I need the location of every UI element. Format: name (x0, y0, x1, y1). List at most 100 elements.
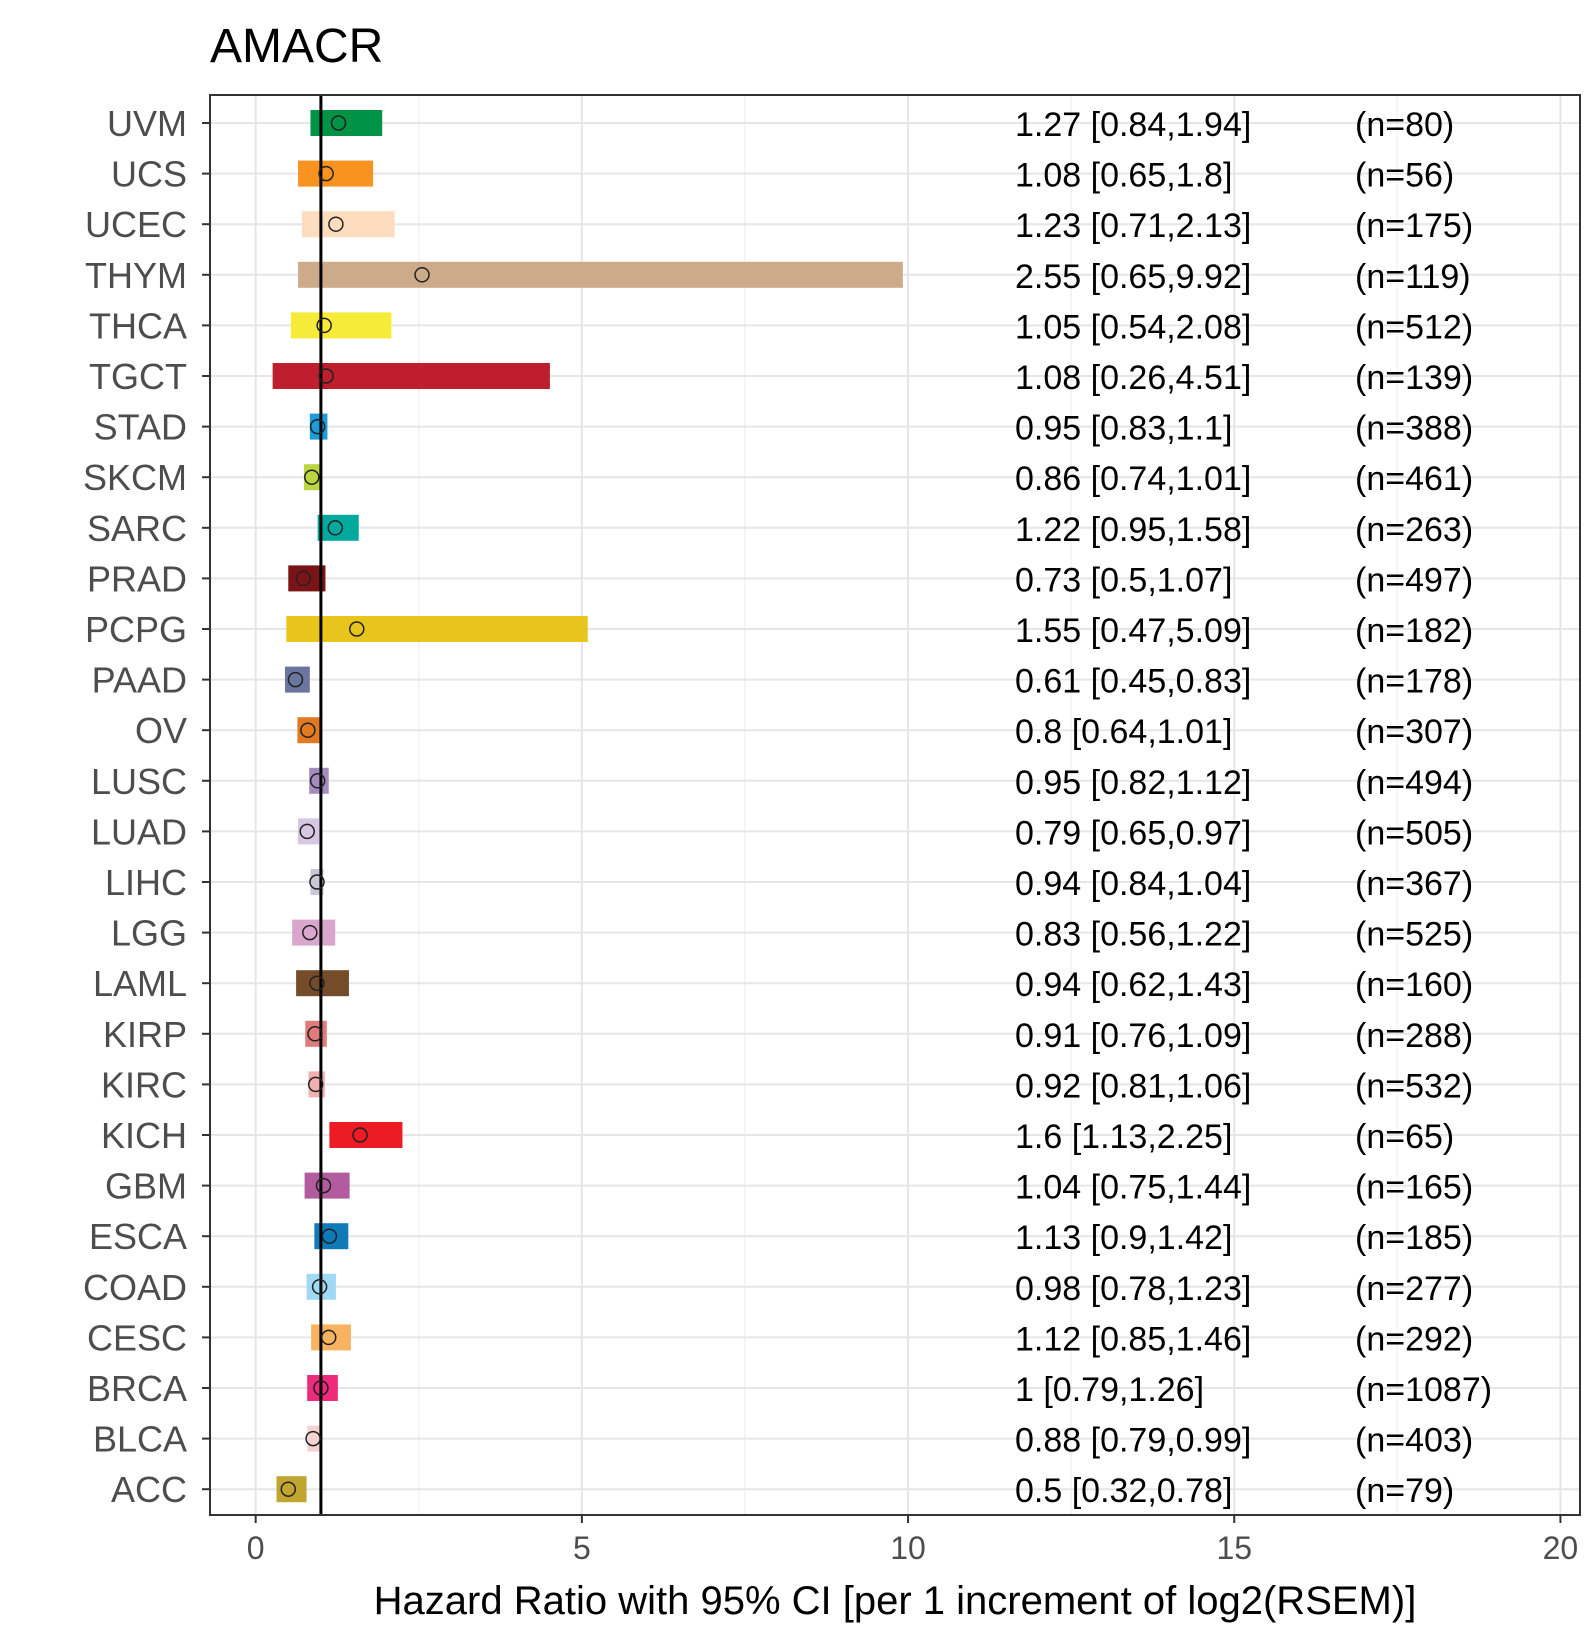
hr-point-kirp (307, 1026, 323, 1042)
y-tick-label: BRCA (87, 1368, 187, 1409)
hr-point-brca (313, 1380, 329, 1396)
ci-bar-prad (288, 565, 326, 592)
hr-points (280, 115, 430, 1497)
n-label: (n=160) (1355, 966, 1473, 1004)
ci-bar-sarc (317, 514, 359, 541)
hr-point-coad (311, 1279, 328, 1295)
y-tick-label: ESCA (89, 1216, 187, 1257)
n-label: (n=388) (1355, 410, 1473, 448)
n-label: (n=178) (1355, 663, 1473, 701)
hr-point-sarc (327, 520, 344, 536)
x-tick-label: 10 (890, 1530, 926, 1566)
hr-point-kirc (307, 1076, 324, 1093)
hr-point-thca (316, 317, 332, 334)
hr-point-kich (352, 1127, 368, 1143)
n-label: (n=461) (1355, 460, 1473, 498)
hr-point-lgg (302, 924, 318, 941)
ci-bar-ucs (298, 160, 374, 187)
n-label: (n=139) (1355, 359, 1473, 397)
hr-point-laml (309, 975, 325, 991)
y-tick-label: PCPG (85, 609, 187, 650)
y-tick-label: ACC (111, 1469, 187, 1510)
n-label: (n=119) (1355, 258, 1471, 296)
y-tick-label: UVM (107, 103, 187, 144)
y-tick-label: LUAD (91, 811, 187, 852)
n-label: (n=292) (1355, 1320, 1473, 1358)
n-label: (n=175) (1355, 207, 1473, 245)
y-tick-label: THYM (85, 255, 187, 296)
hr-ci-label: 1.27 [0.84,1.94] (1015, 106, 1251, 144)
hr-ci-label: 0.61 [0.45,0.83] (1015, 663, 1251, 701)
ci-bar-pcpg (286, 616, 588, 642)
hr-ci-label: 2.55 [0.65,9.92] (1015, 258, 1251, 296)
annotations: 1.27 [0.84,1.94] (n=80) 1.08 [0.65,1.8] (n=… (1015, 106, 1492, 1510)
hr-ci-label: 1.05 [0.54,2.08] (1015, 308, 1251, 346)
x-tick-label: 20 (1543, 1530, 1579, 1566)
hr-point-gbm (315, 1177, 332, 1194)
hr-point-lusc (309, 773, 326, 789)
hr-point-ucs (318, 165, 334, 182)
y-tick-label: OV (135, 710, 187, 751)
hr-ci-label: 0.88 [0.79,0.99] (1015, 1422, 1251, 1460)
y-tick-label: THCA (89, 305, 187, 346)
ci-bar-laml (296, 970, 349, 997)
y-tick-label: BLCA (93, 1419, 187, 1460)
hr-point-pcpg (349, 621, 365, 637)
hr-point-thym (414, 267, 430, 283)
y-tick-label: LIHC (105, 862, 187, 903)
n-label: (n=165) (1355, 1169, 1473, 1207)
n-label: (n=505) (1355, 814, 1473, 852)
y-tick-label: UCEC (85, 204, 187, 245)
ci-bar-tgct (272, 363, 550, 389)
chart-title: AMACR (210, 20, 383, 73)
y-tick-label: TGCT (89, 356, 187, 397)
ci-bar-kich (329, 1122, 403, 1148)
ci-bar-gbm (304, 1172, 350, 1199)
x-tick-label: 5 (573, 1530, 591, 1566)
n-label: (n=307) (1355, 713, 1473, 751)
y-tick-label: CESC (87, 1317, 187, 1358)
y-tick-label: KIRP (103, 1014, 187, 1055)
n-label: (n=497) (1355, 561, 1473, 599)
hr-point-lihc (309, 874, 325, 890)
y-tick-label: STAD (94, 407, 187, 448)
hr-point-prad (295, 570, 312, 587)
hr-point-tgct (318, 368, 334, 384)
y-tick-label: COAD (83, 1267, 187, 1308)
hr-ci-label: 1.12 [0.85,1.46] (1015, 1320, 1251, 1358)
y-tick-label: KIRC (101, 1064, 187, 1105)
hr-ci-label: 1.55 [0.47,5.09] (1015, 612, 1251, 650)
n-label: (n=56) (1355, 157, 1454, 195)
n-label: (n=532) (1355, 1067, 1473, 1105)
n-label: (n=403) (1355, 1422, 1473, 1460)
hr-point-skcm (304, 469, 320, 485)
y-tick-label: SKCM (83, 457, 187, 498)
ci-bar-blca (307, 1425, 321, 1452)
x-tick-label: 15 (1216, 1530, 1252, 1566)
y-tick-label: PAAD (92, 660, 187, 701)
hr-ci-label: 1.6 [1.13,2.25] (1015, 1118, 1232, 1156)
n-label: (n=277) (1355, 1270, 1473, 1308)
hr-point-uvm (330, 115, 347, 131)
hr-point-luad (299, 823, 315, 840)
y-tick-label: LUSC (91, 761, 187, 802)
n-label: (n=263) (1355, 511, 1473, 549)
hr-ci-label: 1.13 [0.9,1.42] (1015, 1219, 1232, 1257)
hr-ci-label: 0.95 [0.83,1.1] (1015, 410, 1232, 448)
y-tick-label: LAML (93, 963, 187, 1004)
panel-border (209, 94, 1581, 1516)
n-label: (n=367) (1355, 865, 1473, 903)
hr-ci-label: 1.08 [0.26,4.51] (1015, 359, 1251, 397)
n-label: (n=79) (1355, 1472, 1454, 1510)
hr-ci-label: 0.83 [0.56,1.22] (1015, 916, 1251, 954)
y-tick-label: PRAD (87, 558, 187, 599)
hr-ci-label: 0.91 [0.76,1.09] (1015, 1017, 1251, 1055)
ci-bar-uvm (310, 110, 383, 136)
ci-bar-cesc (311, 1324, 351, 1351)
n-label: (n=288) (1355, 1017, 1473, 1055)
hr-ci-label: 0.94 [0.84,1.04] (1015, 865, 1251, 903)
hr-ci-label: 1.22 [0.95,1.58] (1015, 511, 1251, 549)
n-label: (n=494) (1355, 764, 1473, 802)
hr-ci-label: 1.23 [0.71,2.13] (1015, 207, 1251, 245)
